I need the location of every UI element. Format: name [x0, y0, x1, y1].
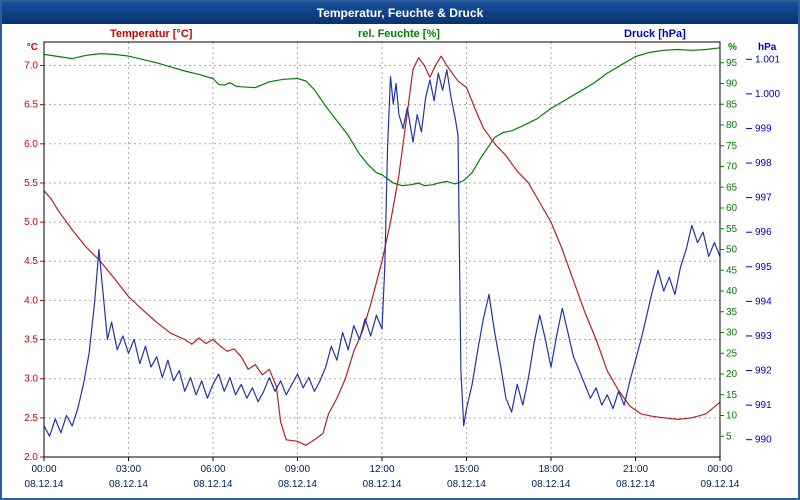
svg-text:1.001: 1.001	[755, 54, 780, 65]
window-titlebar: Temperatur, Feuchte & Druck	[2, 2, 798, 24]
svg-text:09:00: 09:00	[285, 464, 310, 475]
svg-text:%: %	[728, 42, 737, 53]
svg-text:03:00: 03:00	[116, 464, 141, 475]
svg-text:5.0: 5.0	[24, 217, 38, 228]
svg-text:7.0: 7.0	[24, 60, 38, 71]
svg-text:70: 70	[726, 162, 738, 173]
svg-text:997: 997	[755, 193, 772, 204]
window-title: Temperatur, Feuchte & Druck	[316, 6, 484, 20]
svg-text:5: 5	[726, 431, 732, 442]
svg-text:00:00: 00:00	[707, 464, 732, 475]
legend-humidity: rel. Feuchte [%]	[358, 28, 440, 40]
svg-text:2.0: 2.0	[24, 452, 38, 463]
svg-text:65: 65	[726, 182, 738, 193]
svg-text:35: 35	[726, 307, 738, 318]
svg-text:08.12.14: 08.12.14	[532, 479, 571, 490]
svg-text:2.5: 2.5	[24, 413, 38, 424]
svg-text:993: 993	[755, 331, 772, 342]
svg-text:20: 20	[726, 369, 738, 380]
svg-text:90: 90	[726, 79, 738, 90]
legend-pressure: Druck [hPa]	[624, 28, 686, 40]
svg-text:60: 60	[726, 203, 738, 214]
svg-text:08.12.14: 08.12.14	[109, 479, 148, 490]
svg-text:21:00: 21:00	[623, 464, 648, 475]
svg-text:45: 45	[726, 265, 738, 276]
svg-text:40: 40	[726, 286, 738, 297]
svg-text:3.5: 3.5	[24, 335, 38, 346]
svg-text:08.12.14: 08.12.14	[616, 479, 655, 490]
svg-text:hPa: hPa	[758, 42, 777, 53]
svg-text:996: 996	[755, 227, 772, 238]
legend-temperature: Temperatur [°C]	[110, 28, 193, 40]
svg-text:6.5: 6.5	[24, 100, 38, 111]
svg-text:18:00: 18:00	[538, 464, 563, 475]
svg-text:25: 25	[726, 348, 738, 359]
svg-text:995: 995	[755, 262, 772, 273]
svg-text:06:00: 06:00	[200, 464, 225, 475]
svg-text:30: 30	[726, 328, 738, 339]
svg-text:12:00: 12:00	[369, 464, 394, 475]
svg-text:80: 80	[726, 120, 738, 131]
svg-text:10: 10	[726, 411, 738, 422]
svg-text:95: 95	[726, 58, 738, 69]
svg-text:09.12.14: 09.12.14	[701, 479, 740, 490]
svg-text:4.5: 4.5	[24, 256, 38, 267]
svg-text:991: 991	[755, 400, 772, 411]
svg-text:08.12.14: 08.12.14	[447, 479, 486, 490]
svg-text:08.12.14: 08.12.14	[278, 479, 317, 490]
svg-text:85: 85	[726, 99, 738, 110]
svg-text:75: 75	[726, 141, 738, 152]
svg-text:3.0: 3.0	[24, 374, 38, 385]
svg-text:°C: °C	[27, 42, 38, 53]
svg-text:08.12.14: 08.12.14	[25, 479, 64, 490]
svg-text:15: 15	[726, 390, 738, 401]
svg-text:1.000: 1.000	[755, 89, 780, 100]
svg-text:00:00: 00:00	[31, 464, 56, 475]
svg-text:6.0: 6.0	[24, 139, 38, 150]
svg-text:998: 998	[755, 158, 772, 169]
svg-text:992: 992	[755, 366, 772, 377]
svg-text:994: 994	[755, 296, 772, 307]
svg-text:55: 55	[726, 224, 738, 235]
svg-text:990: 990	[755, 435, 772, 446]
svg-text:08.12.14: 08.12.14	[363, 479, 402, 490]
svg-text:15:00: 15:00	[454, 464, 479, 475]
svg-text:5.5: 5.5	[24, 178, 38, 189]
svg-text:999: 999	[755, 123, 772, 134]
svg-text:4.0: 4.0	[24, 295, 38, 306]
svg-text:50: 50	[726, 245, 738, 256]
svg-text:08.12.14: 08.12.14	[194, 479, 233, 490]
